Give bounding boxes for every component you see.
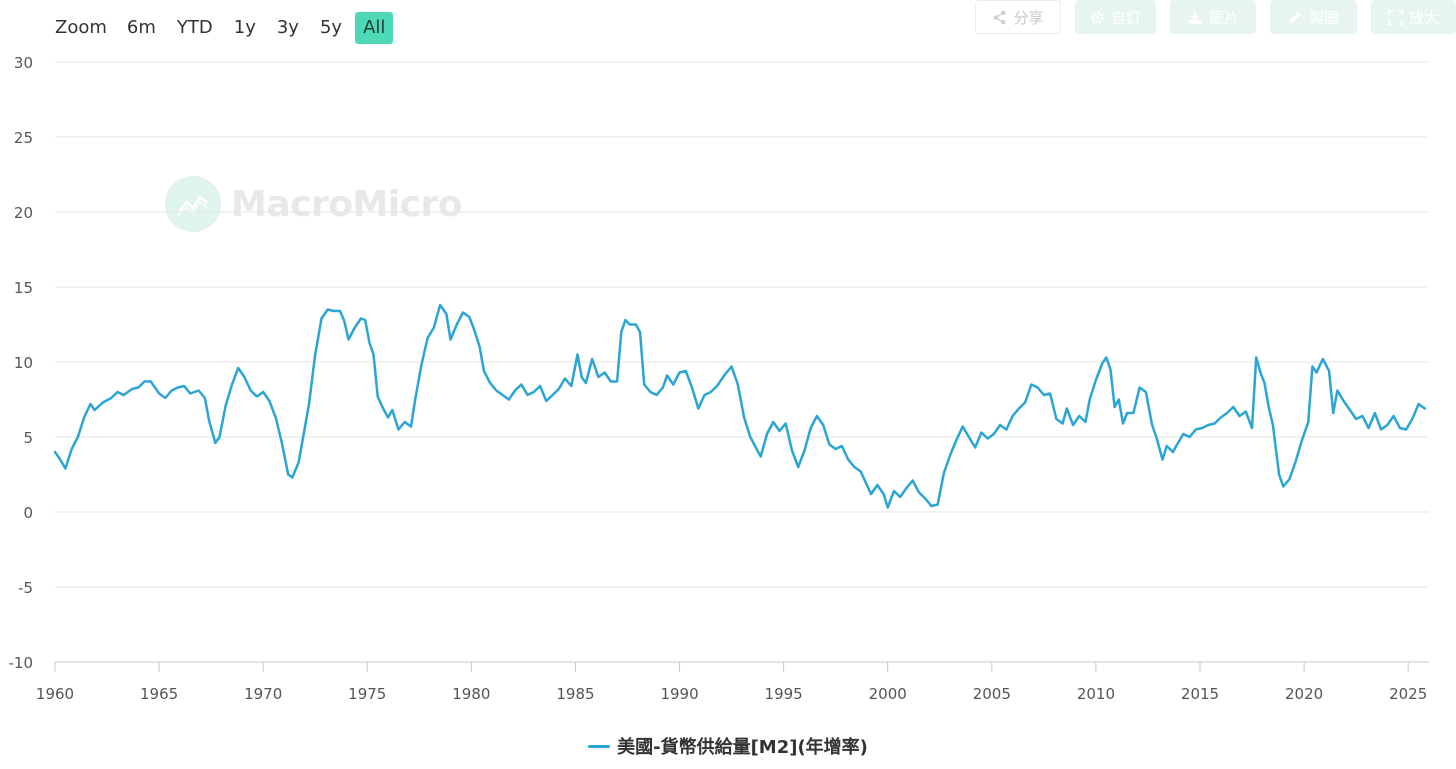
custom-button[interactable]: 自訂 xyxy=(1075,0,1156,34)
image-label: 圖片 xyxy=(1208,8,1239,27)
series-line[interactable] xyxy=(53,303,1427,509)
custom-label: 自訂 xyxy=(1110,8,1141,27)
y-tick-label: 10 xyxy=(14,354,33,372)
share-label: 分享 xyxy=(1013,8,1044,27)
x-tick-label: 2005 xyxy=(973,685,1011,703)
pencil-icon xyxy=(1288,10,1303,25)
watermark-text: MacroMicro xyxy=(231,183,462,225)
x-tick-label: 1995 xyxy=(765,685,803,703)
y-tick-label: 20 xyxy=(14,204,33,222)
y-tick-label: 15 xyxy=(14,279,33,297)
zoom-5y-button[interactable]: 5y xyxy=(319,16,343,38)
share-button[interactable]: 分享 xyxy=(975,0,1061,34)
range-selector: Zoom 6m YTD 1y 3y 5y All xyxy=(48,11,398,44)
x-tick-label: 2015 xyxy=(1181,685,1219,703)
x-tick-label: 1970 xyxy=(244,685,282,703)
download-image-button[interactable]: 圖片 xyxy=(1170,0,1256,34)
x-tick-label: 1975 xyxy=(348,685,386,703)
share-icon xyxy=(992,10,1007,25)
x-tick-label: 1960 xyxy=(36,685,74,703)
x-tick-label: 1965 xyxy=(140,685,178,703)
y-tick-label: 0 xyxy=(23,504,33,522)
y-tick-label: 5 xyxy=(23,429,33,447)
zoom-label: Zoom xyxy=(55,17,107,38)
x-tick-label: 2000 xyxy=(869,685,907,703)
x-tick-label: 2010 xyxy=(1077,685,1115,703)
x-tick-label: 1990 xyxy=(660,685,698,703)
x-tick-label: 1980 xyxy=(452,685,490,703)
watermark: MacroMicro xyxy=(165,176,462,232)
series-layer xyxy=(53,303,1427,509)
zoom-6m-button[interactable]: 6m xyxy=(126,16,156,38)
x-tick-label: 2020 xyxy=(1285,685,1323,703)
y-tick-label: -10 xyxy=(9,654,34,672)
zoom-3y-button[interactable]: 3y xyxy=(276,16,299,38)
draw-chart-button[interactable]: 製圖 xyxy=(1270,0,1357,34)
zoom-1y-button[interactable]: 1y xyxy=(233,16,256,38)
y-tick-label: 25 xyxy=(14,129,33,147)
zoom-ytd-button[interactable]: YTD xyxy=(176,16,213,38)
zoom-all-button[interactable]: All xyxy=(355,11,394,44)
expand-icon xyxy=(1387,9,1403,25)
macromicro-logo-icon xyxy=(165,176,221,232)
enlarge-label: 放大 xyxy=(1408,8,1439,27)
enlarge-button[interactable]: 放大 xyxy=(1371,0,1456,34)
draw-label: 製圖 xyxy=(1308,8,1339,27)
gridlines xyxy=(55,61,1429,588)
chart-toolbar: 分享 自訂 圖片 製圖 放大 xyxy=(961,0,1456,34)
gear-icon xyxy=(1090,10,1105,25)
x-tick-label: 2025 xyxy=(1389,685,1427,703)
y-tick-label: -5 xyxy=(18,579,33,597)
legend-swatch xyxy=(588,744,611,748)
x-tick-label: 1985 xyxy=(556,685,594,703)
y-tick-label: 30 xyxy=(14,54,33,72)
legend-label: 美國-貨幣供給量[M2](年增率) xyxy=(617,737,868,758)
download-icon xyxy=(1187,10,1203,25)
legend[interactable]: 美國-貨幣供給量[M2](年增率) xyxy=(0,733,1456,759)
